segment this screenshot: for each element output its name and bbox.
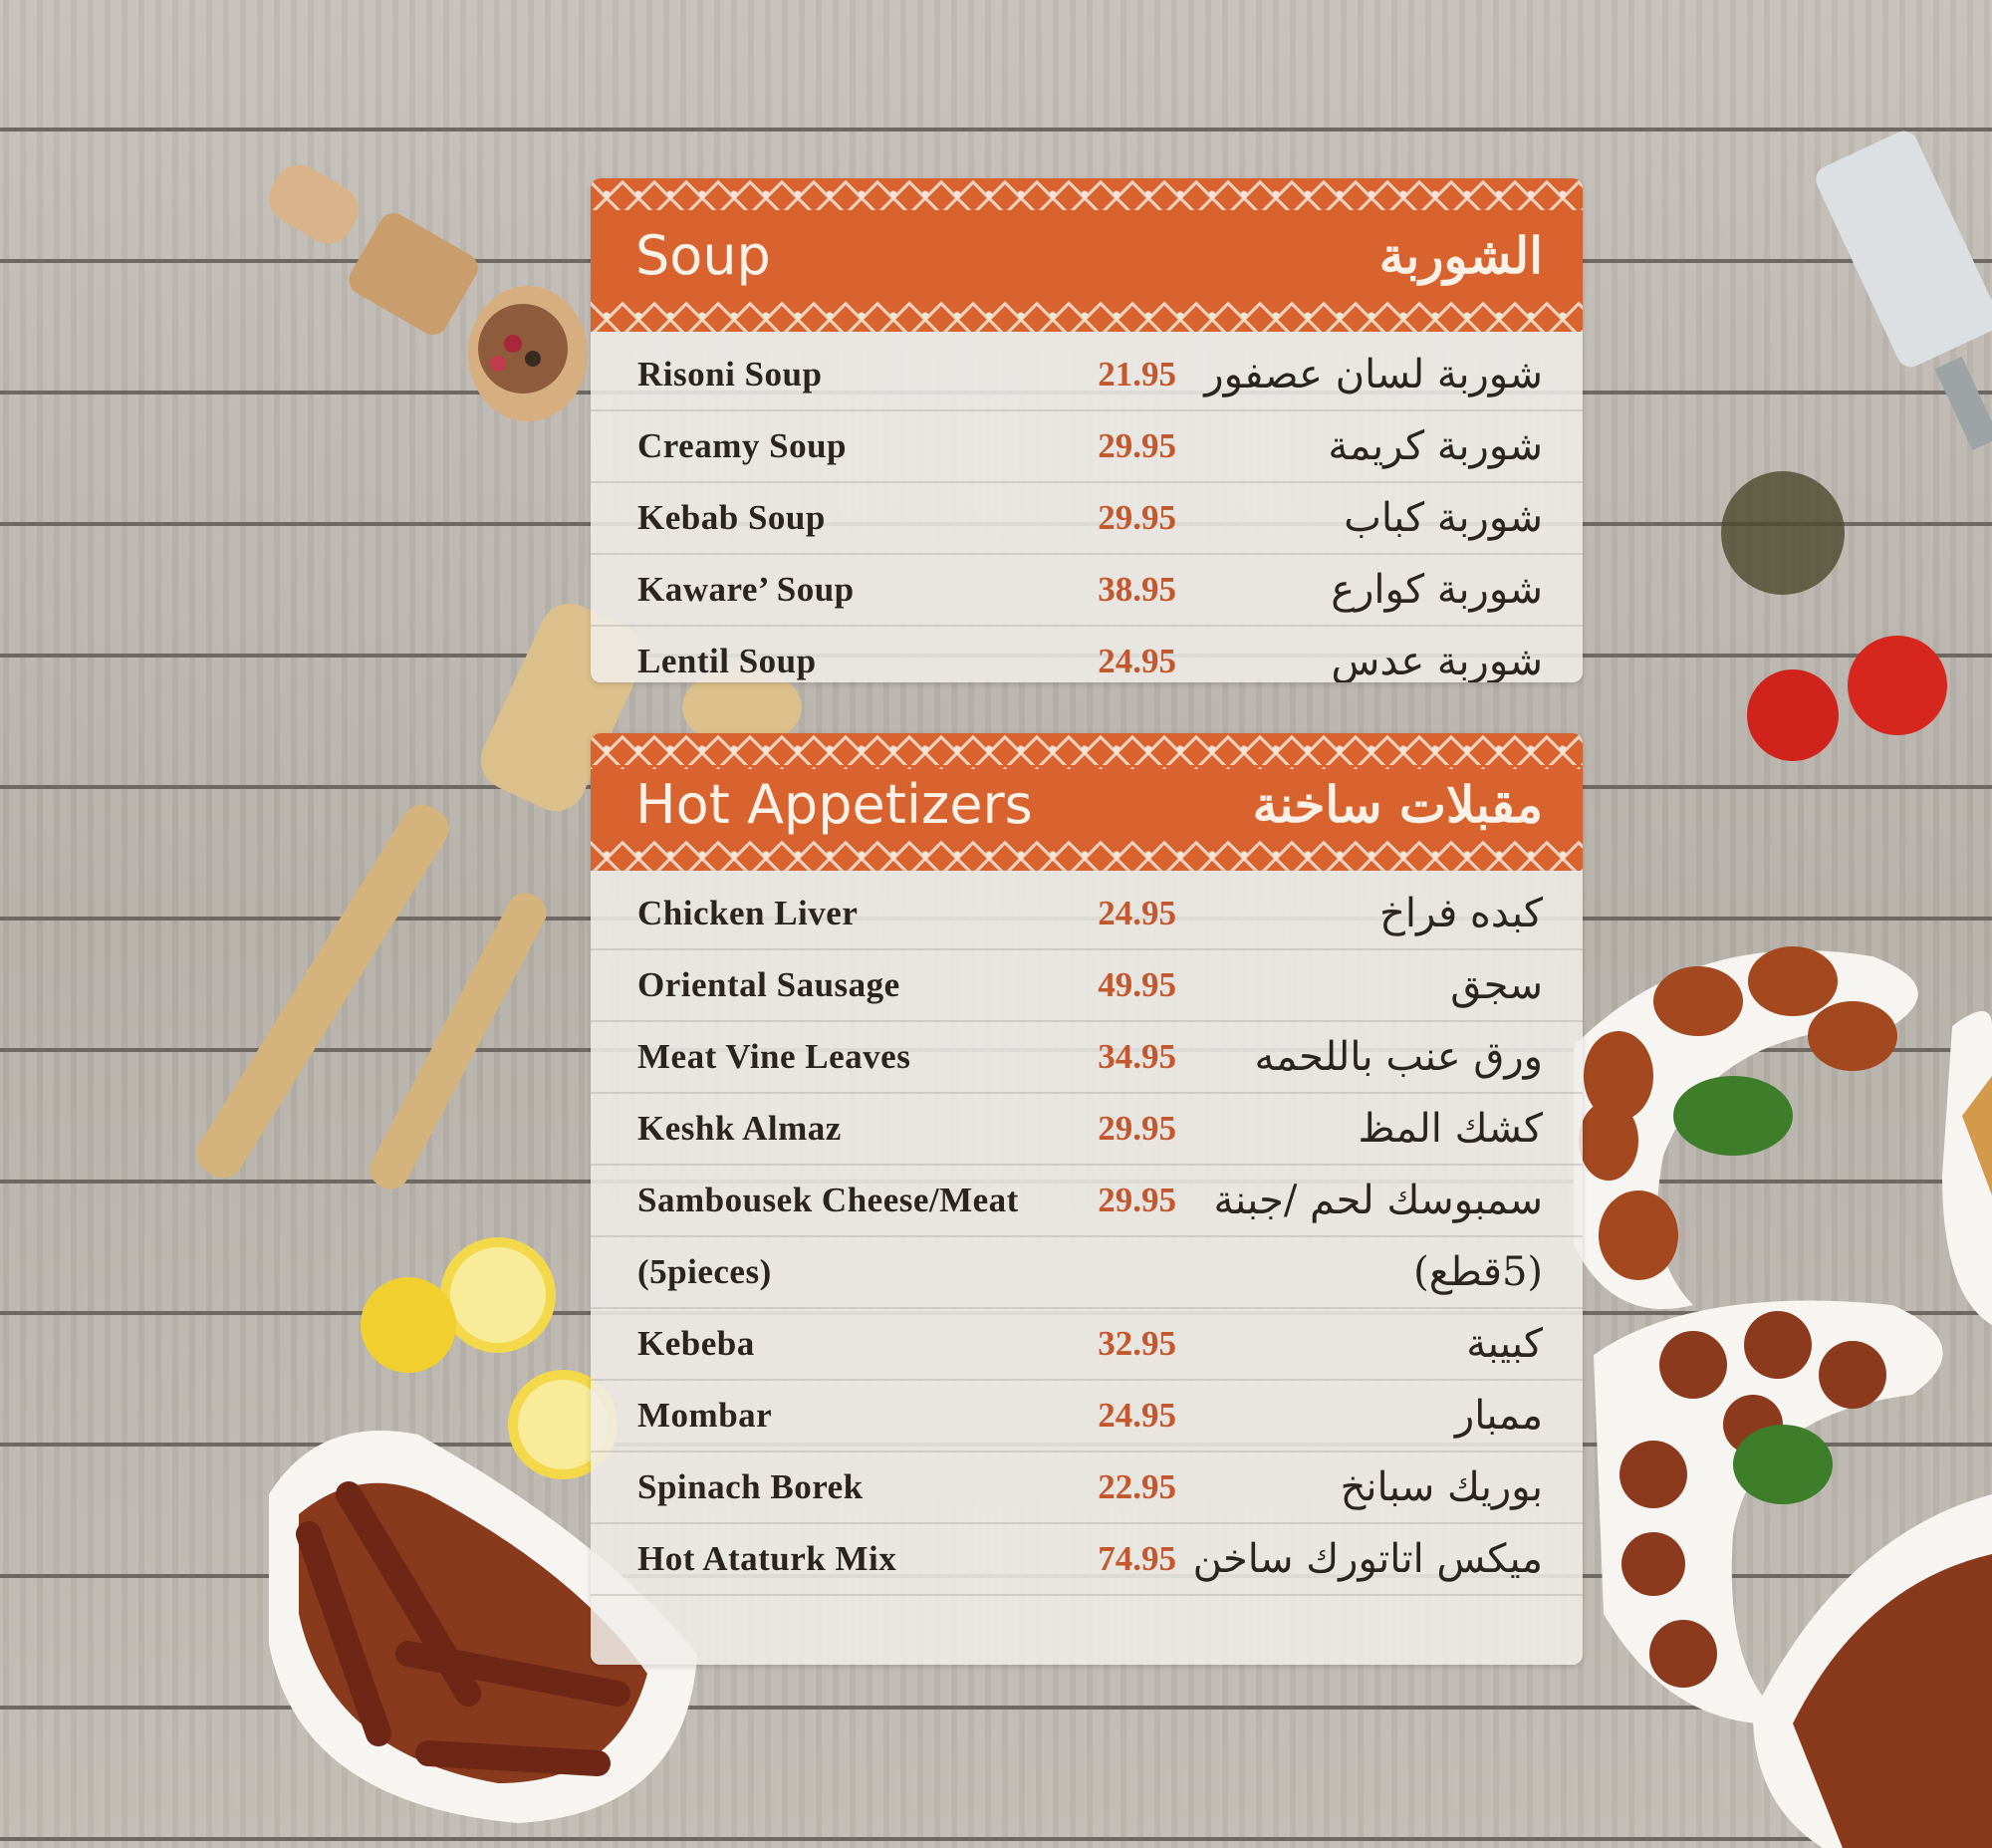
wooden-spoon-icon [370, 667, 802, 1189]
item-name-ar: شوربة كوارع [1331, 567, 1543, 613]
item-price: 21.95 [1098, 355, 1176, 394]
item-price: 29.95 [1098, 426, 1176, 465]
section-header: Hot Appetizers مقبلات ساخنة [591, 769, 1583, 839]
section-header: Soup الشوربة [591, 210, 1583, 300]
menu-item-row: Risoni Soup 21.95 شوربة لسان عصفور [591, 340, 1583, 411]
samosa-dish-icon [1942, 1011, 1992, 1325]
item-name-en: Kaware’ Soup [637, 570, 855, 609]
dried-herbs-icon [1721, 471, 1845, 595]
header-pattern-top [591, 178, 1583, 210]
item-name-ar: شوربة عدس [1331, 639, 1543, 682]
item-name-en: Oriental Sausage [637, 965, 900, 1004]
item-name-ar: كبيبة [1466, 1321, 1543, 1367]
menu-item-row: Kebeba 32.95 كبيبة [591, 1309, 1583, 1381]
menu-item-row: Meat Vine Leaves 34.95 ورق عنب باللحمه [591, 1022, 1583, 1094]
item-name-en: Risoni Soup [637, 355, 823, 394]
item-name-ar: ورق عنب باللحمه [1254, 1034, 1543, 1080]
item-price: 49.95 [1098, 965, 1176, 1004]
item-name-ar: سمبوسك لحم /جبنة [1213, 1178, 1543, 1223]
header-pattern-bottom [591, 300, 1583, 332]
item-name-en: Kebab Soup [637, 498, 826, 537]
section-title-en: Hot Appetizers [635, 772, 1033, 836]
menu-item-row: Hot Ataturk Mix 74.95 ميكس اتاتورك ساخن [591, 1524, 1583, 1596]
item-price: 24.95 [1098, 894, 1176, 932]
item-name-ar: شوربة كريمة [1328, 423, 1543, 469]
header-pattern-bottom [591, 839, 1583, 871]
kibbeh-dish-icon [1574, 946, 1918, 1309]
kofta-dish-icon [1594, 1300, 1943, 1724]
section-title-en: Soup [635, 223, 771, 287]
menu-items: Chicken Liver 24.95 كبده فراخ Oriental Saus… [591, 871, 1583, 1596]
item-name-en: Sambousek Cheese/Meat [637, 1181, 1019, 1219]
item-name-ar: شوربة لسان عصفور [1204, 352, 1543, 397]
menu-item-row: Kebab Soup 29.95 شوربة كباب [591, 483, 1583, 555]
item-name-ar: سجق [1450, 962, 1543, 1008]
cherry-tomato-icon [1747, 636, 1947, 761]
item-name-en: Lentil Soup [637, 642, 817, 680]
item-price: 24.95 [1098, 1396, 1176, 1435]
item-name-en: Hot Ataturk Mix [637, 1539, 897, 1578]
item-name-ar: ميكس اتاتورك ساخن [1192, 1536, 1543, 1582]
item-name-en: Mombar [637, 1396, 773, 1435]
section-title-ar: الشوربة [1378, 225, 1543, 285]
item-name-ar: ممبار [1454, 1393, 1543, 1439]
wooden-scoop-with-peppercorns-icon [269, 164, 588, 421]
menu-item-row: Mombar 24.95 ممبار [591, 1381, 1583, 1452]
lemon-icon [361, 1237, 618, 1479]
item-name-en: Chicken Liver [637, 894, 859, 932]
item-price: 29.95 [1098, 1181, 1176, 1219]
menu-item-row: (5pieces) (5قطع) [591, 1237, 1583, 1309]
menu-items: Risoni Soup 21.95 شوربة لسان عصفور Creamy S… [591, 332, 1583, 682]
menu-item-row: Chicken Liver 24.95 كبده فراخ [591, 879, 1583, 950]
item-name-en: Keshk Almaz [637, 1109, 842, 1148]
item-price: 22.95 [1098, 1467, 1176, 1506]
item-name-ar: (5قطع) [1413, 1249, 1543, 1295]
header-pattern-top [591, 733, 1583, 769]
item-name-en: (5pieces) [637, 1252, 772, 1291]
menu-item-row: Oriental Sausage 49.95 سجق [591, 950, 1583, 1022]
stew-dish-icon [1753, 1494, 1992, 1848]
item-name-en: Kebeba [637, 1324, 755, 1363]
hot-appetizers-menu-card: Hot Appetizers مقبلات ساخنة Chicken Live… [591, 733, 1583, 1665]
salt-shaker-icon [1816, 131, 1992, 451]
item-name-ar: بوريك سبانخ [1340, 1464, 1543, 1510]
section-title-ar: مقبلات ساخنة [1252, 774, 1543, 834]
item-name-ar: كبده فراخ [1379, 891, 1543, 936]
menu-item-row: Spinach Borek 22.95 بوريك سبانخ [591, 1452, 1583, 1524]
item-price: 38.95 [1098, 570, 1176, 609]
item-price: 32.95 [1098, 1324, 1176, 1363]
menu-item-row: Kaware’ Soup 38.95 شوربة كوارع [591, 555, 1583, 627]
item-name-en: Meat Vine Leaves [637, 1037, 911, 1076]
sausage-dish-icon [269, 1431, 697, 1823]
item-price: 29.95 [1098, 498, 1176, 537]
item-name-en: Spinach Borek [637, 1467, 864, 1506]
item-name-en: Creamy Soup [637, 426, 848, 465]
item-name-ar: شوربة كباب [1344, 495, 1543, 541]
item-price: 74.95 [1098, 1539, 1176, 1578]
menu-item-row: Sambousek Cheese/Meat 29.95 سمبوسك لحم /جب… [591, 1166, 1583, 1237]
menu-item-row: Lentil Soup 24.95 شوربة عدس [591, 627, 1583, 682]
item-name-ar: كشك المظ [1358, 1106, 1543, 1152]
item-price: 34.95 [1098, 1037, 1176, 1076]
menu-item-row: Keshk Almaz 29.95 كشك المظ [591, 1094, 1583, 1166]
menu-item-row: Creamy Soup 29.95 شوربة كريمة [591, 411, 1583, 483]
item-price: 24.95 [1098, 642, 1176, 680]
item-price: 29.95 [1098, 1109, 1176, 1148]
soup-menu-card: Soup الشوربة Risoni Soup 21.95 شوربة لسان … [591, 178, 1583, 682]
